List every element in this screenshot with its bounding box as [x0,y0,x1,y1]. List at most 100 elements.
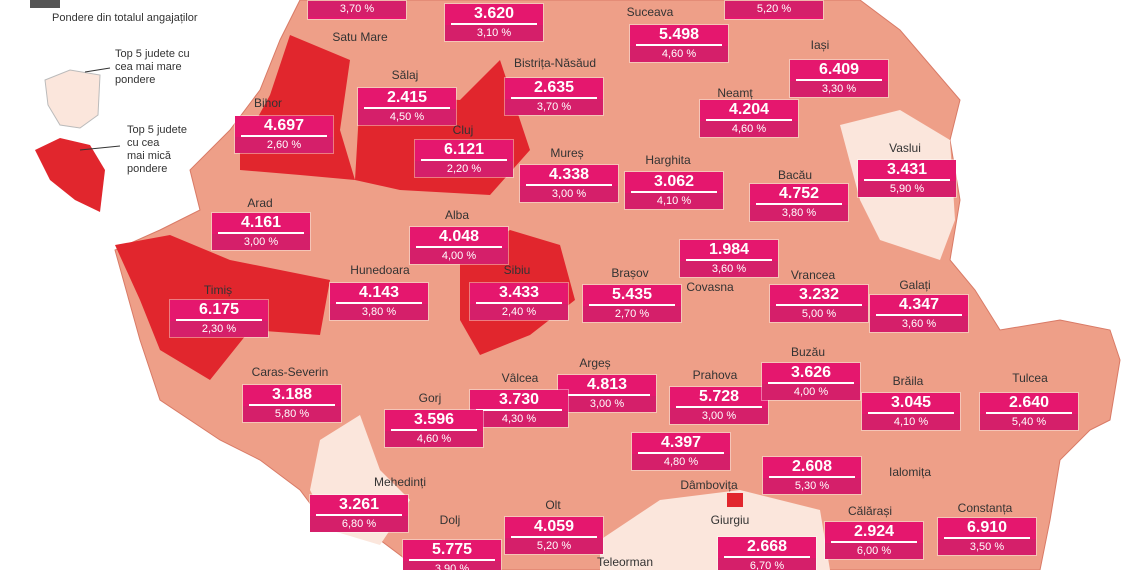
county-name: Constanța [957,501,1013,515]
county-name: Buzău [790,345,826,359]
county-box: 4.204 4,60 % [700,100,798,137]
county-name: Mehedinți [373,475,427,489]
legend-line: mai mică [127,150,172,162]
county-box: 3.730 4,30 % [470,390,568,427]
county-box: 3.062 4,10 % [625,172,723,209]
employee-count: 6.175 [176,300,262,321]
employee-count: 1.984 [686,240,772,261]
legend-arrow [84,67,111,73]
county-box: 2.415 4,50 % [358,88,456,125]
county-name: Dolj [439,513,461,527]
county-name: Iași [810,38,830,52]
county-name: Cluj [452,123,474,137]
employee-count: 4.697 [241,116,327,137]
employee-count: 4.338 [526,165,612,186]
legend-line: Top 5 judete cu [115,48,190,60]
employee-share: 3,00 % [670,408,768,424]
employee-share: 4,80 % [632,454,730,470]
county-box: 4.338 3,00 % [520,165,618,202]
employee-count: 4.143 [336,283,422,304]
employee-count: 4.048 [416,227,502,248]
county-box: 1.984 3,60 % [680,240,778,277]
county-name: Satu Mare [332,30,388,44]
employee-share: 3,90 % [403,561,501,570]
county-box: 4.397 4,80 % [632,433,730,470]
employee-share: 3,00 % [520,186,618,202]
county-name: Brăila [892,374,924,388]
county-box: 6.409 3,30 % [790,60,888,97]
county-box: 4.059 5,20 % [505,517,603,554]
employee-share: 3,10 % [445,25,543,41]
employee-count: 4.752 [756,184,842,205]
employee-count: 6.910 [944,518,1030,539]
county-box: 2.635 3,70 % [505,78,603,115]
county-box: 4.813 3,00 % [558,375,656,412]
employee-count: 3.261 [316,495,402,516]
bucharest [727,493,743,507]
employee-share: 6,00 % [825,543,923,559]
employee-count: 5.498 [636,25,722,46]
employee-share: 6,80 % [310,516,408,532]
county-box: 4.752 3,80 % [750,184,848,221]
employee-count: 3.188 [249,385,335,406]
county-name: Brașov [611,266,649,280]
county-box: 5.498 4,60 % [630,25,728,62]
county-box: 3.433 2,40 % [470,283,568,320]
employee-share: 3,80 % [330,304,428,320]
county-name: Prahova [692,368,738,382]
employee-share: 5,80 % [243,406,341,422]
county-name: Covasna [686,280,734,294]
county-box: 3.626 4,00 % [762,363,860,400]
employee-share: 5,90 % [858,181,956,197]
employee-share: 5,30 % [763,478,861,494]
employee-share: 4,60 % [385,431,483,447]
employee-share: 3,30 % [790,81,888,97]
employee-share: 3,60 % [680,261,778,277]
county-name: Călărași [847,504,893,518]
employee-count: 3.596 [391,410,477,431]
employee-share: 4,60 % [630,46,728,62]
employee-share: 4,00 % [762,384,860,400]
legend-title: Pondere din totalul angajaților [52,12,198,24]
employee-share: 5,40 % [980,414,1078,430]
legend-line: cea mai mare [115,61,182,73]
legend-line: cu cea [127,137,160,149]
county-box: 6.121 2,20 % [415,140,513,177]
county-box: 2.924 6,00 % [825,522,923,559]
employee-count: 3.620 [451,4,537,25]
legend-low-icon [35,138,105,212]
county-name: Mureș [550,146,584,160]
employee-count: 3.730 [476,390,562,411]
legend-high: Top 5 judete cu cea mai mare pondere [115,48,190,87]
employee-share: 5,20 % [725,1,823,17]
employee-share: 3,70 % [308,1,406,17]
county-name: Argeș [579,356,611,370]
county-name: Caras-Severin [251,365,329,379]
county-box: 4.697 2,60 % [235,116,333,153]
county-name: Hunedoara [350,263,410,277]
county-name: Tulcea [1012,371,1048,385]
employee-share: 6,70 % [718,558,816,570]
county-name: Giurgiu [710,513,750,527]
county-name: Suceava [626,5,674,19]
legend-line: Top 5 judete [127,124,187,136]
county-box: 2.668 6,70 % [718,537,816,570]
employee-share: 2,70 % [583,306,681,322]
county-name: Sibiu [503,263,531,277]
county-box: 5.728 3,00 % [670,387,768,424]
county-box: 6.910 3,50 % [938,518,1036,555]
county-name: Vâlcea [501,371,539,385]
county-box: 4.161 3,00 % [212,213,310,250]
legend-low: Top 5 judete cu cea mai mică pondere [127,124,187,176]
employee-count: 2.924 [831,522,917,543]
county-box: 3,70 % [308,1,406,19]
employee-share: 2,20 % [415,161,513,177]
employee-count: 5.728 [676,387,762,408]
employee-count: 2.640 [986,393,1072,414]
legend-line: pondere [115,74,156,86]
employee-count: 2.668 [724,537,810,558]
employee-share: 4,10 % [862,414,960,430]
county-box: 4.143 3,80 % [330,283,428,320]
employee-count: 4.059 [511,517,597,538]
employee-count: 6.409 [796,60,882,81]
